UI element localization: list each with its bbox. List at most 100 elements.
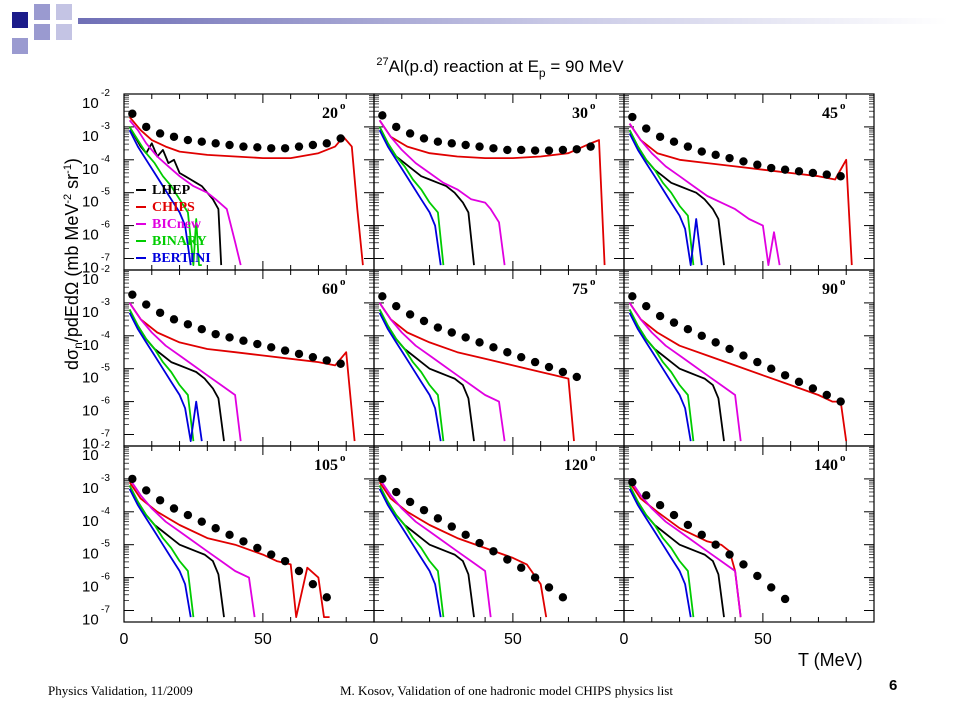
data-point xyxy=(378,111,387,120)
data-point xyxy=(169,315,179,324)
series-line-bertini xyxy=(628,133,703,267)
data-point xyxy=(711,150,720,160)
series-line-bicnew xyxy=(378,478,492,618)
title-subscript: p xyxy=(539,66,546,80)
series-line-bertini xyxy=(128,312,203,443)
panel-angle-degree: o xyxy=(840,276,846,288)
series-line-bicnew xyxy=(128,302,242,442)
data-point xyxy=(128,290,137,299)
data-point xyxy=(767,583,776,592)
legend-label-binary: BINARY xyxy=(152,234,207,249)
title-suffix: = 90 MeV xyxy=(546,57,625,76)
title-main: Al(p.d) reaction at E xyxy=(389,57,539,76)
data-point xyxy=(808,384,818,393)
legend-label-bertini: BERTINI xyxy=(152,251,211,266)
data-point xyxy=(822,390,831,400)
data-point xyxy=(628,112,637,122)
y-tick-exponent: -7 xyxy=(101,428,110,439)
data-point xyxy=(433,137,443,146)
y-tick-label: 10 xyxy=(82,194,99,211)
panel-angle-label: 90 xyxy=(822,281,838,298)
chart-legend: LHEP CHIPS BICnew BINARY BERTINI xyxy=(136,183,211,266)
panel-angle-degree: o xyxy=(340,100,346,112)
data-point xyxy=(294,142,304,151)
data-point xyxy=(447,522,456,531)
data-point xyxy=(322,139,331,148)
data-point xyxy=(517,145,526,155)
series-line-lhep xyxy=(128,485,225,618)
data-point xyxy=(753,571,762,581)
data-point xyxy=(683,142,693,151)
y-tick-label: 10 xyxy=(82,447,99,464)
legend-label-lhep: LHEP xyxy=(152,183,191,198)
series-line-binary xyxy=(378,309,445,442)
data-point xyxy=(517,352,526,362)
data-point xyxy=(697,331,706,340)
series-line-binary xyxy=(128,309,195,442)
y-label-exp-2: -1 xyxy=(62,164,74,174)
data-point xyxy=(642,491,651,500)
data-point xyxy=(239,142,248,151)
data-point xyxy=(794,377,804,387)
data-point xyxy=(628,292,637,301)
panel-angle-degree: o xyxy=(590,452,596,464)
data-point xyxy=(197,517,206,526)
data-point xyxy=(475,538,484,548)
data-point xyxy=(267,343,276,352)
y-label-exp-1: -2 xyxy=(62,194,74,204)
y-tick-label: 10 xyxy=(82,271,99,288)
footer-left: Physics Validation, 11/2009 xyxy=(48,683,193,698)
panel-4: 10-210-310-410-510-610-760 o xyxy=(82,264,375,452)
panel-angle-label: 45 xyxy=(822,105,838,122)
panel-angle-label: 105 xyxy=(314,457,338,474)
series-line-binary xyxy=(628,129,695,266)
series-line-chips xyxy=(378,481,548,618)
data-point xyxy=(503,555,512,564)
data-point xyxy=(489,144,498,153)
panel-3: 45 o xyxy=(623,93,875,271)
data-point xyxy=(267,144,276,153)
y-tick-exponent: -2 xyxy=(101,264,110,275)
data-point xyxy=(280,346,290,355)
y-tick-label: 10 xyxy=(82,435,99,452)
data-point xyxy=(308,352,318,362)
series-line-lhep xyxy=(378,126,475,266)
y-tick-label: 10 xyxy=(82,337,99,354)
y-tick-label: 10 xyxy=(82,95,99,112)
data-point xyxy=(655,311,665,321)
data-point xyxy=(780,165,790,174)
y-label-part-3: sr xyxy=(62,174,82,194)
series-line-bicnew xyxy=(128,119,242,266)
y-tick-exponent: -4 xyxy=(101,506,110,517)
data-point xyxy=(308,579,318,589)
panel-angle-label: 30 xyxy=(572,105,588,122)
data-point xyxy=(530,357,540,367)
y-tick-label: 10 xyxy=(82,480,99,497)
header-square-1 xyxy=(12,12,28,28)
y-tick-label: 10 xyxy=(82,546,99,563)
data-point xyxy=(378,292,387,301)
data-point xyxy=(753,357,762,367)
data-point xyxy=(419,505,429,515)
data-point xyxy=(461,333,470,342)
data-point xyxy=(253,339,262,349)
data-point xyxy=(336,134,345,143)
data-point xyxy=(392,487,401,497)
data-point xyxy=(183,135,193,145)
series-line-bicnew xyxy=(628,123,781,267)
data-point xyxy=(628,477,637,487)
data-point xyxy=(655,501,665,510)
legend-label-chips: CHIPS xyxy=(152,200,195,215)
data-point xyxy=(392,301,401,311)
y-tick-exponent: -5 xyxy=(101,363,110,374)
data-point xyxy=(544,583,554,592)
data-point xyxy=(461,140,470,150)
data-point xyxy=(211,524,220,533)
chart-title: 27Al(p.d) reaction at Ep = 90 MeV xyxy=(376,56,624,80)
data-point xyxy=(739,157,748,166)
data-point xyxy=(697,147,706,156)
series-line-lhep xyxy=(628,309,725,442)
header-gradient-bar xyxy=(78,18,948,24)
data-point xyxy=(475,142,484,151)
